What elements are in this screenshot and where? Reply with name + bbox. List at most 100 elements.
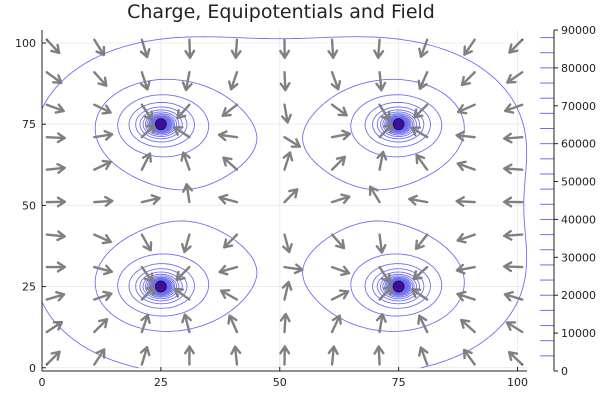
- arrow-shaft: [330, 71, 340, 91]
- field-arrow: [327, 38, 339, 59]
- arrow-shaft: [45, 233, 66, 238]
- arrow-head: [279, 82, 291, 92]
- charge-marker: [154, 118, 167, 131]
- arrow-shaft: [93, 233, 112, 244]
- arrow-head: [181, 243, 192, 254]
- arrow-shaft: [93, 348, 106, 366]
- field-arrow: [463, 38, 476, 56]
- arrow-shaft: [411, 288, 429, 301]
- arrow-head: [373, 345, 385, 355]
- arrow-head: [504, 103, 515, 114]
- arrow-shaft: [330, 103, 348, 117]
- arrow-head: [455, 263, 466, 275]
- arrow-head: [462, 348, 473, 360]
- arrow-head: [52, 320, 63, 331]
- field-arrow: [503, 196, 524, 208]
- x-tick-label: 25: [154, 376, 168, 389]
- arrow-shaft: [140, 123, 157, 139]
- arrow-head: [415, 153, 426, 165]
- arrow-shaft: [140, 233, 152, 252]
- field-arrow: [375, 233, 387, 254]
- arrow-head: [376, 150, 388, 161]
- field-arrow: [414, 233, 429, 250]
- arrow-head: [293, 263, 304, 275]
- arrow-head: [375, 244, 387, 254]
- arrow-shaft: [503, 233, 524, 238]
- arrow-head: [503, 196, 513, 208]
- contour-line: [150, 116, 410, 295]
- arrow-head: [181, 313, 192, 324]
- arrow-shaft: [93, 265, 113, 273]
- arrow-shaft: [378, 123, 394, 139]
- field-arrow: [503, 163, 524, 175]
- arrow-head: [50, 350, 61, 361]
- field-arrow: [45, 261, 66, 273]
- arrow-shaft: [229, 71, 239, 91]
- corner-marker: [45, 363, 48, 366]
- field-arrow: [330, 129, 351, 141]
- arrow-shaft: [503, 265, 524, 269]
- arrow-shaft: [45, 350, 61, 366]
- field-arrow: [330, 289, 350, 301]
- field-arrow: [93, 318, 109, 334]
- contour-line: [117, 94, 443, 317]
- arrow-shaft: [456, 162, 476, 171]
- x-tick-label: 100: [507, 376, 528, 389]
- field-arrow: [282, 233, 293, 254]
- y-tick-label: 100: [15, 37, 36, 50]
- arrow-head: [103, 130, 114, 141]
- arrow-shaft: [330, 132, 351, 139]
- arrow-shaft: [283, 71, 287, 92]
- arrow-shaft: [283, 188, 299, 204]
- arrow-shaft: [140, 313, 149, 334]
- field-arrow: [175, 265, 191, 282]
- arrow-shaft: [93, 292, 113, 301]
- arrow-shaft: [93, 133, 114, 139]
- arrow-shaft: [182, 151, 191, 171]
- field-arrow: [411, 288, 429, 301]
- arrow-head: [56, 163, 66, 174]
- arrow-shaft: [233, 345, 239, 366]
- arrow-shaft: [93, 318, 109, 334]
- colorbar-tick-label: 0: [561, 365, 568, 378]
- arrow-head: [101, 159, 112, 170]
- arrow-head: [340, 265, 351, 277]
- arrow-head: [279, 345, 291, 355]
- field-arrow: [460, 318, 476, 334]
- arrow-shaft: [330, 265, 351, 275]
- field-arrow: [140, 194, 161, 205]
- field-arrow: [378, 123, 394, 139]
- arrow-shaft: [378, 103, 391, 122]
- y-tick-label: 50: [22, 199, 36, 212]
- arrow-shaft: [412, 265, 429, 281]
- arrow-head: [143, 272, 154, 283]
- arrow-head: [456, 160, 467, 172]
- arrow-head: [54, 103, 65, 114]
- field-arrow: [503, 132, 524, 144]
- field-arrow: [410, 126, 429, 139]
- field-arrow: [218, 264, 239, 276]
- field-arrow: [45, 320, 63, 334]
- x-tick-label: 50: [273, 376, 287, 389]
- field-arrow: [457, 103, 476, 115]
- field-arrow: [455, 196, 476, 207]
- arrow-shaft: [377, 345, 381, 366]
- arrow-shaft: [408, 197, 429, 204]
- field-arrow: [93, 159, 112, 171]
- arrow-shaft: [283, 135, 302, 148]
- field-arrow: [508, 38, 524, 54]
- arrow-head: [330, 80, 342, 91]
- arrow-shaft: [330, 38, 335, 59]
- field-arrow: [330, 265, 351, 277]
- arrow-shaft: [185, 183, 191, 204]
- colorbar-tick-label: 70000: [561, 100, 596, 113]
- arrow-shaft: [368, 185, 381, 204]
- field-arrow: [181, 313, 192, 334]
- arrow-head: [97, 76, 108, 87]
- arrow-shaft: [93, 71, 108, 87]
- arrow-shaft: [330, 233, 346, 250]
- y-tick-label: 0: [29, 362, 36, 375]
- x-tick-label: 75: [392, 376, 406, 389]
- arrow-head: [142, 241, 153, 252]
- arrow-head: [503, 229, 513, 241]
